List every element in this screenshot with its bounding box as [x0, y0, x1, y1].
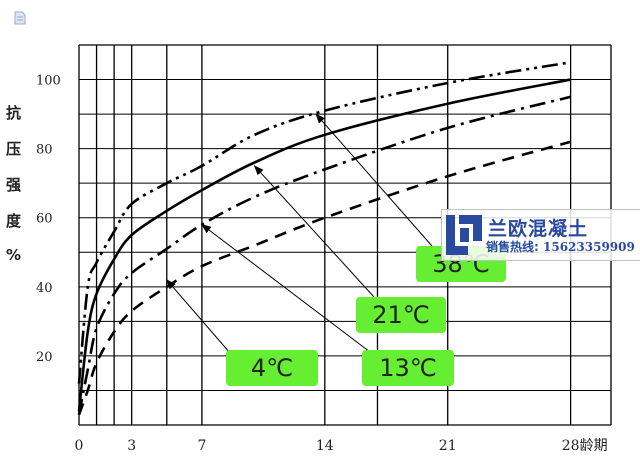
series-line-3 — [77, 140, 571, 416]
x-tick-label-21: 21 — [439, 438, 457, 454]
x-tick-label-14: 14 — [316, 438, 334, 454]
y-tick-label-20: 20 — [36, 350, 53, 365]
y-axis-label-char-2: 强 — [6, 176, 22, 194]
hotline-label: 销售热线: — [486, 240, 539, 254]
y-axis-label-char-0: 抗 — [6, 104, 22, 122]
label-21c: 21℃ — [356, 297, 446, 333]
series-line-0 — [77, 60, 571, 384]
company-name: 兰欧混凝土 — [488, 218, 589, 240]
y-axis-label-char-4: % — [6, 246, 22, 264]
series-lines — [77, 60, 571, 416]
annotation-arrow-1 — [253, 165, 375, 298]
y-tick-label-40: 40 — [36, 281, 53, 296]
y-tick-label-80: 80 — [36, 143, 53, 158]
y-axis-label-char-3: 度 — [6, 212, 22, 230]
brand-logo-icon — [446, 215, 482, 255]
annotation-arrow-3 — [166, 279, 231, 354]
annotation-arrows — [166, 113, 433, 354]
sales-hotline: 销售热线: 15623359909 — [486, 238, 635, 255]
y-tick-label-100: 100 — [36, 74, 61, 89]
x-tick-label-3: 3 — [127, 438, 136, 454]
x-tick-labels: 0 3 7 14 21 28 龄期 — [75, 438, 608, 454]
document-icon — [14, 11, 26, 25]
x-tick-label-28: 28 — [562, 438, 580, 454]
series-line-1 — [77, 78, 571, 412]
label-4c: 4℃ — [226, 350, 318, 386]
annotation-arrow-0 — [315, 113, 433, 247]
x-axis-label: 龄期 — [580, 438, 608, 454]
y-axis-label-char-1: 压 — [6, 140, 22, 158]
y-tick-label-60: 60 — [36, 212, 53, 227]
y-tick-labels: 20 40 60 80 100 — [36, 74, 61, 365]
watermark-logo: 兰欧混凝土 销售热线: 15623359909 — [441, 209, 640, 261]
x-tick-label-7: 7 — [197, 438, 206, 454]
label-13c: 13℃ — [362, 350, 454, 386]
x-tick-label-0: 0 — [75, 438, 84, 454]
series-line-2 — [77, 95, 571, 415]
annotation-arrow-2 — [201, 224, 371, 353]
hotline-number: 15623359909 — [543, 240, 635, 254]
